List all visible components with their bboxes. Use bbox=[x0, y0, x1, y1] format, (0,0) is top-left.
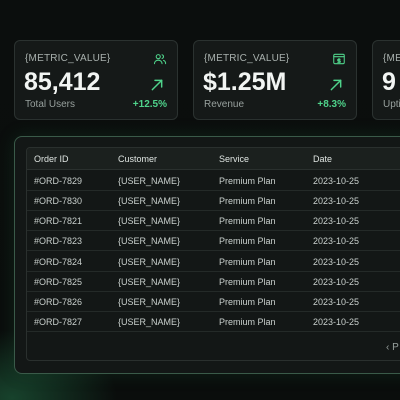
metric-cards: {METRIC_VALUE} 85,412 Total Users +12.5%… bbox=[14, 40, 400, 122]
service-cell: Premium Plan bbox=[219, 257, 276, 267]
chevron-left-icon[interactable]: ‹ bbox=[386, 342, 390, 353]
customer-cell: {USER_NAME} bbox=[118, 196, 181, 206]
metric-caption: Total Users bbox=[25, 99, 76, 110]
customer-cell: {USER_NAME} bbox=[118, 277, 181, 287]
metric-label: {METRIC_VALUE} bbox=[204, 53, 290, 64]
column-header-service[interactable]: Service bbox=[219, 154, 250, 164]
metric-value: $1.25M bbox=[203, 68, 287, 96]
metric-caption: Revenue bbox=[204, 99, 245, 110]
order-id-cell: #ORD-7823 bbox=[34, 236, 83, 246]
table-row[interactable]: #ORD-7826 {USER_NAME} Premium Plan 2023-… bbox=[27, 291, 400, 312]
service-cell: Premium Plan bbox=[219, 236, 276, 246]
table-header: Order ID Customer Service Date bbox=[27, 148, 400, 170]
metric-card-uptime[interactable]: {ME 9 Upti bbox=[372, 40, 400, 120]
customer-cell: {USER_NAME} bbox=[118, 297, 181, 307]
order-id-cell: #ORD-7821 bbox=[34, 216, 83, 226]
service-cell: Premium Plan bbox=[219, 317, 276, 327]
date-cell: 2023-10-25 bbox=[313, 257, 360, 267]
service-cell: Premium Plan bbox=[219, 297, 276, 307]
pagination-label[interactable]: P bbox=[392, 342, 399, 353]
customer-cell: {USER_NAME} bbox=[118, 317, 181, 327]
metric-caption: Upti bbox=[383, 99, 400, 110]
table-row[interactable]: #ORD-7823 {USER_NAME} Premium Plan 2023-… bbox=[27, 230, 400, 251]
metric-value: 9 bbox=[382, 68, 396, 96]
metric-value: 85,412 bbox=[24, 68, 101, 96]
column-header-order-id[interactable]: Order ID bbox=[34, 154, 69, 164]
metric-label: {ME bbox=[383, 53, 400, 64]
trend-up-icon bbox=[151, 79, 163, 91]
metric-label: {METRIC_VALUE} bbox=[25, 53, 111, 64]
order-id-cell: #ORD-7826 bbox=[34, 297, 83, 307]
customer-cell: {USER_NAME} bbox=[118, 257, 181, 267]
table-row[interactable]: #ORD-7830 {USER_NAME} Premium Plan 2023-… bbox=[27, 190, 400, 211]
metric-change: +8.3% bbox=[317, 99, 346, 110]
column-header-date[interactable]: Date bbox=[313, 154, 333, 164]
date-cell: 2023-10-25 bbox=[313, 176, 360, 186]
orders-panel: Order ID Customer Service Date #ORD-7829… bbox=[14, 136, 400, 374]
pagination: ‹ P bbox=[386, 342, 399, 353]
date-cell: 2023-10-25 bbox=[313, 277, 360, 287]
metric-change: +12.5% bbox=[132, 99, 167, 110]
column-header-customer[interactable]: Customer bbox=[118, 154, 158, 164]
table-row[interactable]: #ORD-7824 {USER_NAME} Premium Plan 2023-… bbox=[27, 251, 400, 272]
service-cell: Premium Plan bbox=[219, 196, 276, 206]
metric-card-total-users[interactable]: {METRIC_VALUE} 85,412 Total Users +12.5% bbox=[14, 40, 178, 120]
order-id-cell: #ORD-7830 bbox=[34, 196, 83, 206]
orders-table: Order ID Customer Service Date #ORD-7829… bbox=[26, 147, 400, 361]
order-id-cell: #ORD-7825 bbox=[34, 277, 83, 287]
service-cell: Premium Plan bbox=[219, 216, 276, 226]
trend-up-icon bbox=[330, 79, 342, 91]
order-id-cell: #ORD-7829 bbox=[34, 176, 83, 186]
order-id-cell: #ORD-7824 bbox=[34, 257, 83, 267]
service-cell: Premium Plan bbox=[219, 176, 276, 186]
wallet-icon bbox=[333, 53, 345, 65]
date-cell: 2023-10-25 bbox=[313, 216, 360, 226]
date-cell: 2023-10-25 bbox=[313, 297, 360, 307]
service-cell: Premium Plan bbox=[219, 277, 276, 287]
customer-cell: {USER_NAME} bbox=[118, 176, 181, 186]
table-row[interactable]: #ORD-7829 {USER_NAME} Premium Plan 2023-… bbox=[27, 170, 400, 191]
users-icon bbox=[153, 54, 167, 65]
table-row[interactable]: #ORD-7821 {USER_NAME} Premium Plan 2023-… bbox=[27, 210, 400, 231]
customer-cell: {USER_NAME} bbox=[118, 216, 181, 226]
date-cell: 2023-10-25 bbox=[313, 317, 360, 327]
table-row[interactable]: #ORD-7827 {USER_NAME} Premium Plan 2023-… bbox=[27, 311, 400, 332]
order-id-cell: #ORD-7827 bbox=[34, 317, 83, 327]
metric-card-revenue[interactable]: {METRIC_VALUE} $1.25M Revenue +8.3% bbox=[193, 40, 357, 120]
date-cell: 2023-10-25 bbox=[313, 236, 360, 246]
date-cell: 2023-10-25 bbox=[313, 196, 360, 206]
customer-cell: {USER_NAME} bbox=[118, 236, 181, 246]
table-row[interactable]: #ORD-7825 {USER_NAME} Premium Plan 2023-… bbox=[27, 271, 400, 292]
